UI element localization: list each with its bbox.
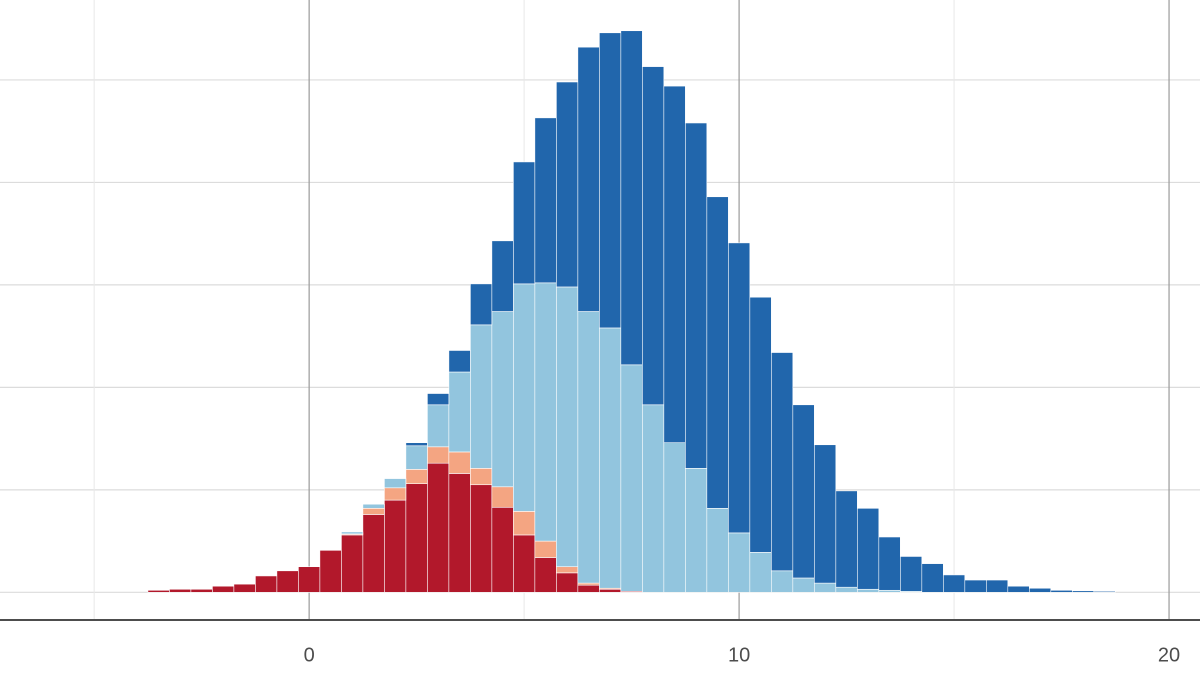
bar	[1072, 590, 1095, 593]
bar	[857, 507, 880, 590]
bar	[728, 242, 751, 534]
bar	[534, 282, 557, 542]
bar	[556, 81, 579, 288]
bar	[233, 583, 256, 593]
bar	[169, 588, 192, 593]
bar	[857, 588, 880, 593]
bar	[470, 484, 493, 593]
bar	[405, 445, 428, 470]
bar	[577, 311, 600, 584]
x-tick-label: 10	[728, 644, 750, 666]
bar	[986, 579, 1009, 593]
bar	[878, 589, 901, 593]
bar	[685, 122, 708, 469]
bar	[1050, 589, 1073, 593]
bar	[921, 563, 944, 593]
bar	[491, 240, 514, 312]
bar	[814, 582, 837, 593]
bar	[1029, 587, 1052, 593]
bar	[556, 572, 579, 593]
bar	[470, 468, 493, 486]
bar	[706, 196, 729, 509]
bar	[470, 283, 493, 326]
bar	[513, 161, 536, 285]
bar	[384, 487, 407, 501]
bar	[1007, 585, 1030, 593]
bar	[792, 404, 815, 579]
bar	[212, 585, 235, 593]
bar	[405, 442, 428, 447]
bar	[491, 506, 514, 593]
bar	[427, 462, 450, 593]
bar	[706, 507, 729, 593]
bar	[556, 566, 579, 574]
bar	[190, 588, 213, 593]
x-tick-label: 20	[1158, 644, 1180, 666]
bar	[599, 327, 622, 589]
bar	[491, 486, 514, 508]
bar	[663, 85, 686, 444]
bar	[319, 550, 342, 593]
bar	[427, 446, 450, 464]
bar	[685, 468, 708, 593]
bar	[448, 473, 471, 593]
bar	[448, 350, 471, 373]
bar	[599, 32, 622, 329]
bar	[835, 586, 858, 593]
bar	[405, 483, 428, 593]
bar	[405, 469, 428, 485]
bar	[276, 570, 299, 593]
bar	[341, 534, 364, 593]
bar	[427, 404, 450, 448]
bar	[620, 30, 643, 366]
bar	[835, 490, 858, 588]
bar	[534, 540, 557, 558]
bar	[448, 451, 471, 474]
bar	[577, 46, 600, 312]
bar	[642, 404, 665, 593]
bar	[513, 511, 536, 536]
bar	[556, 286, 579, 568]
bar	[427, 393, 450, 406]
bar	[147, 589, 170, 593]
bar	[599, 588, 622, 593]
bar	[470, 324, 493, 469]
bar	[362, 514, 385, 593]
bar	[749, 552, 772, 593]
bar	[513, 283, 536, 512]
bar	[771, 570, 794, 593]
bar	[577, 584, 600, 593]
bar	[341, 531, 364, 535]
bar	[620, 364, 643, 592]
bar	[900, 556, 923, 592]
bar	[513, 534, 536, 593]
bar	[448, 371, 471, 453]
bar	[384, 478, 407, 489]
bar	[362, 507, 385, 515]
bar	[663, 442, 686, 593]
bar	[814, 444, 837, 584]
bar	[642, 66, 665, 406]
bar	[943, 574, 966, 593]
bar	[964, 579, 987, 593]
bar	[1093, 591, 1116, 593]
bar	[577, 582, 600, 586]
bar	[491, 311, 514, 488]
x-tick-label: 0	[304, 644, 315, 666]
bar	[255, 575, 278, 593]
bar	[384, 499, 407, 593]
bar	[534, 557, 557, 593]
bar	[534, 117, 557, 284]
bar	[362, 503, 385, 509]
bar	[878, 536, 901, 591]
bar	[298, 566, 321, 593]
bar	[728, 532, 751, 593]
bar	[749, 296, 772, 553]
bar	[792, 577, 815, 593]
bar	[771, 352, 794, 572]
